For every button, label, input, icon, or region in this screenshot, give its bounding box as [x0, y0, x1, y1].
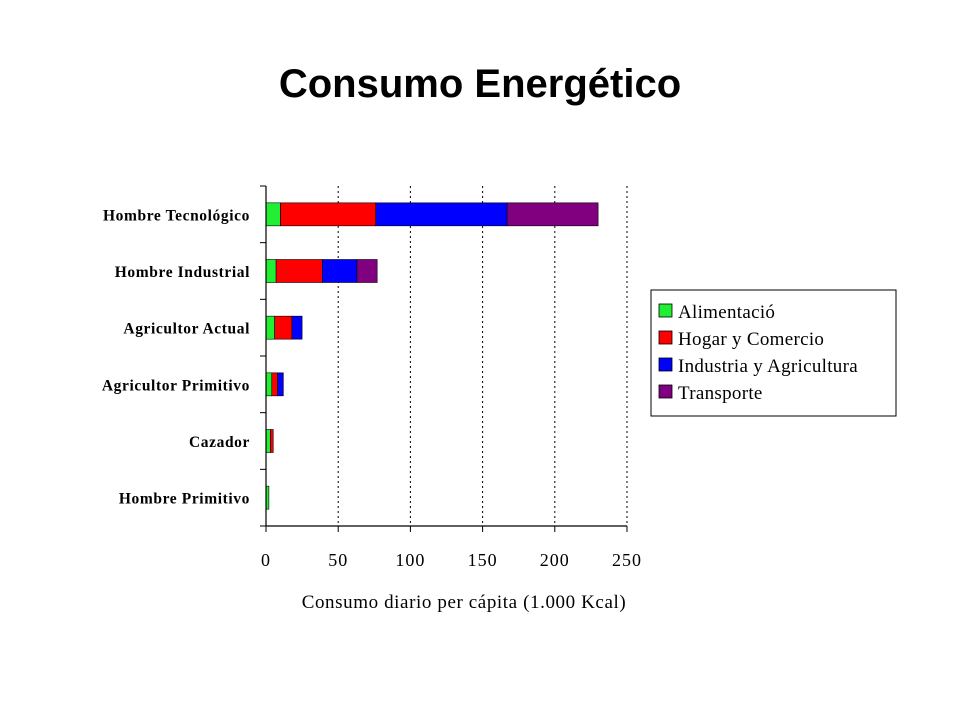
legend-label: Hogar y Comercio [678, 329, 824, 350]
bar-segment [265, 315, 275, 340]
bar-segment [275, 259, 323, 283]
legend-label: Industria y Agricultura [678, 356, 858, 377]
bar-segment [322, 259, 358, 283]
bar-segment [271, 372, 278, 397]
category-label: Hombre Industrial [115, 264, 250, 281]
bar-segment [356, 259, 378, 283]
bar-segment [291, 315, 303, 340]
legend-swatch [658, 303, 673, 318]
x-tick-label: 200 [540, 550, 570, 570]
bar-segment [265, 259, 277, 283]
legend-swatch [658, 384, 673, 399]
bar-segment [274, 315, 293, 340]
x-tick-label: 0 [261, 550, 271, 570]
bars [265, 202, 599, 510]
legend-swatch [658, 330, 673, 345]
category-label: Hombre Tecnológico [103, 207, 250, 224]
bar-segment [375, 202, 508, 227]
category-label: Agricultor Actual [123, 321, 250, 338]
gridlines [337, 186, 628, 526]
bar-segment [270, 429, 274, 453]
x-tick-label: 100 [395, 550, 425, 570]
bar-segment [277, 372, 284, 397]
slide-title: Consumo Energético [278, 62, 682, 106]
legend-box [650, 289, 897, 417]
category-label: Agricultor Primitivo [102, 377, 250, 394]
bar-segment [265, 372, 273, 397]
x-tick-label: 250 [612, 550, 642, 570]
bar-segment [265, 429, 271, 453]
x-tick-label: 150 [468, 550, 498, 570]
legend-label: Transporte [678, 383, 763, 404]
legend-swatch [658, 357, 673, 372]
bar-segment [280, 202, 377, 227]
x-axis-title: Consumo diario per cápita (1.000 Kcal) [302, 592, 627, 613]
bar-segment [265, 202, 281, 227]
category-labels: Hombre Tecnológico Hombre Industrial Agric… [102, 207, 250, 507]
legend: Alimentació Hogar y Comercio Industria y A… [650, 289, 897, 417]
category-label: Hombre Primitivo [119, 491, 250, 508]
x-tick-label: 50 [328, 550, 348, 570]
category-label: Cazador [189, 434, 250, 451]
legend-label: Alimentació [678, 302, 775, 323]
axes [260, 185, 628, 532]
bar-segment [506, 202, 599, 227]
x-tick-labels: 0 50 100 150 200 250 [261, 550, 642, 570]
